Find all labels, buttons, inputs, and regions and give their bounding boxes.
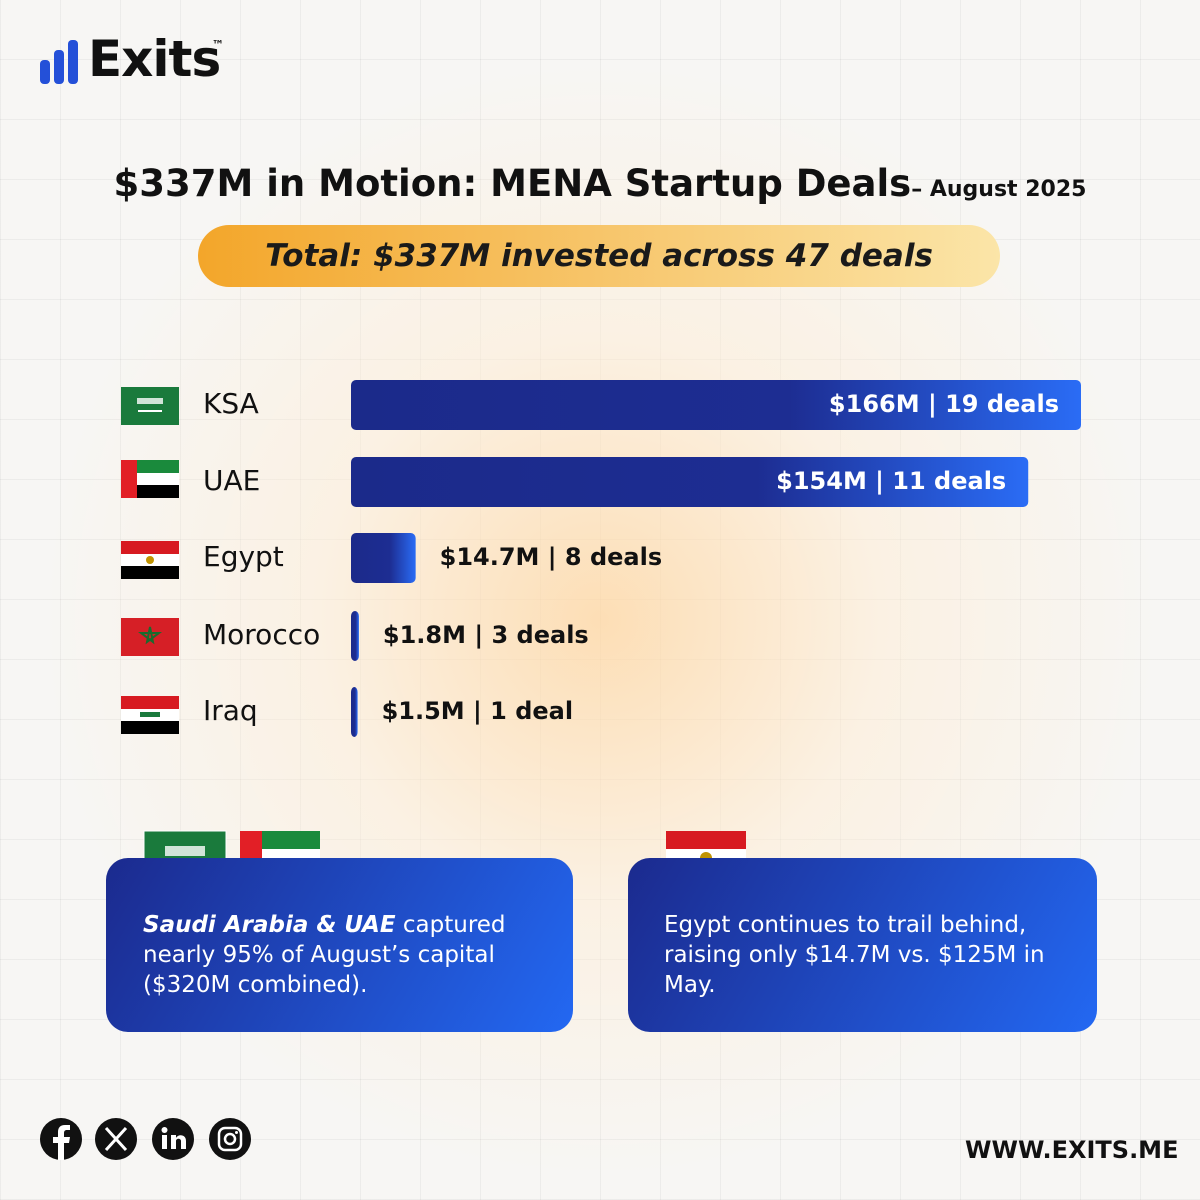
- subtitle: Total: $337M invested across 47 deals: [198, 225, 1000, 287]
- instagram-icon[interactable]: [209, 1118, 251, 1160]
- bar: [351, 611, 359, 661]
- value-label: $1.5M | 1 deal: [382, 697, 574, 725]
- category-label: Egypt: [203, 540, 284, 573]
- title-line: $337M in Motion: MENA Startup Deals– Aug…: [0, 162, 1200, 205]
- flag-morocco: [121, 618, 179, 656]
- card-emphasis: Saudi Arabia & UAE: [143, 912, 396, 938]
- x-icon[interactable]: [95, 1118, 137, 1160]
- value-label: $154M | 11 deals: [776, 467, 1006, 495]
- title: $337M in Motion: MENA Startup Deals: [113, 162, 912, 205]
- logo-icon: [40, 40, 78, 84]
- category-label: Morocco: [203, 618, 320, 651]
- value-label: $166M | 19 deals: [829, 390, 1059, 418]
- value-label: $1.8M | 3 deals: [383, 621, 589, 649]
- bar: [351, 457, 1029, 507]
- flag-uae: [121, 460, 179, 498]
- flag-ksa: [121, 387, 179, 425]
- category-label: Iraq: [203, 694, 258, 727]
- bar: [351, 533, 416, 583]
- logo: Exits: [88, 30, 221, 88]
- title-suffix: – August 2025: [911, 177, 1087, 202]
- card-body: Egypt continues to trail behind, raising…: [664, 912, 1045, 998]
- facebook-icon[interactable]: [40, 1118, 82, 1160]
- bar: [351, 380, 1081, 430]
- linkedin-icon[interactable]: [152, 1118, 194, 1160]
- flag-egypt: [121, 541, 179, 579]
- card-body: captured nearly 95% of August’s capital …: [143, 912, 506, 998]
- category-label: UAE: [203, 464, 260, 497]
- website[interactable]: WWW.EXITS.ME: [965, 1136, 1179, 1164]
- social-icons: [40, 1118, 251, 1160]
- insight-card: Saudi Arabia & UAE captured nearly 95% o…: [106, 858, 573, 1032]
- card-text: Saudi Arabia & UAE captured nearly 95% o…: [143, 910, 523, 1000]
- bar: [351, 687, 358, 737]
- insight-card: Egypt continues to trail behind, raising…: [628, 858, 1097, 1032]
- value-label: $14.7M | 8 deals: [440, 543, 663, 571]
- category-label: KSA: [203, 387, 259, 420]
- flag-iraq: [121, 696, 179, 734]
- trademark: ™: [212, 38, 224, 52]
